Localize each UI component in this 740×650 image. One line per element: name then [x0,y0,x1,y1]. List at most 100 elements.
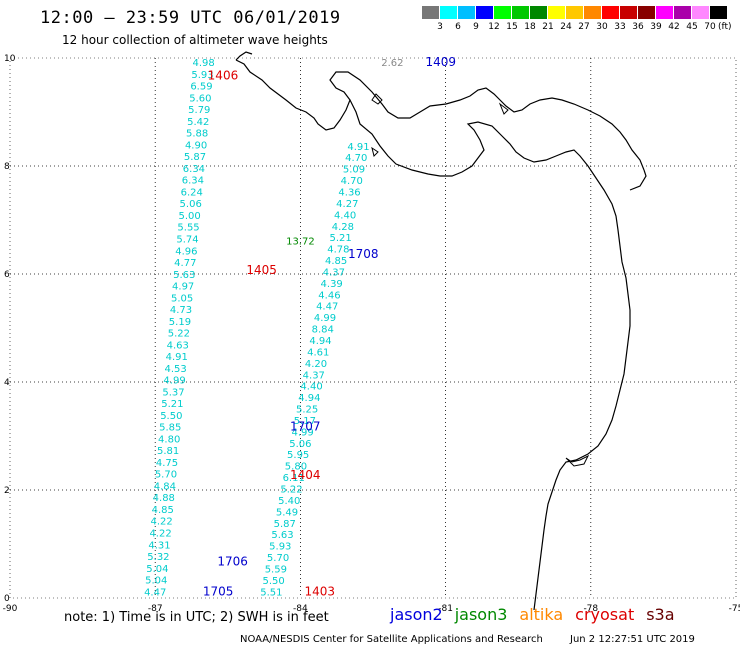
wave-height-value: 4.39 [321,279,343,290]
pass-time-label: 1405 [246,263,277,277]
page-title: 12:00 – 23:59 UTC 06/01/2019 [40,8,341,28]
colorbar-swatch [494,6,512,19]
wave-height-value: 4.70 [345,153,367,164]
wave-height-value: 4.20 [305,359,327,370]
colorbar-swatch [656,6,674,19]
colorbar-swatch [620,6,638,19]
wave-height-value: 5.32 [147,552,169,563]
coastline-path [235,51,253,61]
pass-time-label: 1403 [304,584,335,598]
colorbar-label: 39 [650,22,662,32]
wave-height-value: 4.99 [314,313,336,324]
wave-height-value: 5.55 [177,223,199,234]
wave-height-value: 6.11 [283,473,305,484]
colorbar-label: 24 [560,22,572,32]
legend-altika: altika [519,605,564,624]
lat-tick-label: 6 [4,270,10,280]
lat-tick-label: 8 [4,162,10,172]
wave-height-value: 4.22 [149,529,171,540]
wave-height-value: 5.79 [188,105,210,116]
lat-tick-label: 4 [4,378,10,388]
colorbar-label: 36 [632,22,644,32]
wave-height-value: 4.97 [172,282,194,293]
wave-height-value: 5.93 [269,542,291,553]
wave-height-value: 5.59 [265,564,287,575]
wave-height-value: 4.85 [152,505,174,516]
colorbar-label: 12 [488,22,500,32]
wave-height-value: 4.61 [307,347,329,358]
colorbar-label: 3 [437,22,443,32]
wave-height-value: 4.47 [144,587,166,598]
wave-height-value: 5.42 [187,117,209,128]
wave-height-value: 5.93 [191,70,213,81]
altimeter-tracks: 4.985.936.595.605.795.425.884.905.876.34… [144,55,456,598]
wave-height-value: 4.37 [323,267,345,278]
legend-cryosat: cryosat [575,605,635,624]
coastline-path [235,59,645,171]
lat-tick-label: 10 [4,54,16,64]
wave-height-value: 5.04 [146,564,168,575]
wave-height-value: 2.62 [381,58,403,69]
colorbar-swatch [674,6,692,19]
wave-height-value: 5.87 [274,519,296,530]
wave-height-value: 5.87 [184,152,206,163]
legend-jason3: jason3 [454,605,508,624]
wave-height-value: 4.94 [309,336,331,347]
wave-height-value: 5.60 [189,93,211,104]
wave-height-value: 5.17 [294,416,316,427]
wave-height-value: 4.46 [318,290,340,301]
wave-height-value: 5.80 [285,462,307,473]
wave-height-value: 5.22 [168,329,190,340]
colorbar-swatch [512,6,530,19]
mission-legend: jason2 jason3 altika cryosat s3a [390,605,675,624]
wave-height-value: 5.88 [186,129,208,140]
colorbar-unit: (ft) [718,22,732,32]
wave-height-value: 4.78 [327,245,349,256]
wave-height-value: 6.34 [182,176,204,187]
wave-height-value: 5.05 [171,293,193,304]
footer-credit: NOAA/NESDIS Center for Satellite Applica… [240,634,543,645]
colorbar-label: 45 [686,22,698,32]
colorbar-label: 33 [614,22,626,32]
wave-height-value: 5.63 [271,530,293,541]
colorbar-labels: 3 6 9 12 15 18 21 24 27 30 33 36 39 42 45 70 [431,22,719,32]
wave-height-value: 4.94 [298,393,320,404]
wave-height-value: 4.37 [303,370,325,381]
wave-height-value: 4.40 [300,382,322,393]
lon-tick-label: -75 [729,604,740,614]
legend-jason2: jason2 [390,605,443,624]
wave-height-value: 4.47 [316,302,338,313]
wave-height-value: 4.36 [338,187,360,198]
wave-height-value: 4.85 [325,256,347,267]
wave-height-value: 5.49 [276,507,298,518]
colorbar-swatch [566,6,584,19]
colorbar-swatch [458,6,476,19]
wave-height-value: 4.91 [166,352,188,363]
wave-height-value: 4.63 [167,340,189,351]
wave-height-value: 5.50 [160,411,182,422]
wave-height-value: 5.06 [289,439,311,450]
wave-height-value: 4.96 [175,246,197,257]
wave-height-value: 4.53 [165,364,187,375]
coastline-path [349,99,631,611]
wave-height-value: 5.19 [169,317,191,328]
wave-height-value: 4.31 [148,540,170,551]
wave-height-value: 4.70 [341,176,363,187]
wave-height-value: 6.24 [181,187,203,198]
colorbar-swatch [440,6,458,19]
wave-height-value: 4.84 [154,481,176,492]
wave-height-value: 5.00 [178,211,200,222]
lon-tick-label: -87 [148,604,163,614]
wave-height-value: 4.27 [336,199,358,210]
wave-height-value: 4.22 [151,517,173,528]
wave-height-value: 5.74 [176,235,198,246]
wave-height-value: 5.70 [267,553,289,564]
wave-height-value: 5.50 [262,576,284,587]
colorbar-label: 70 [704,22,716,32]
coastline-path [629,169,647,191]
pass-time-label: 1409 [425,55,456,69]
wave-height-value: 4.99 [163,376,185,387]
pass-time-label: 1707 [290,420,321,434]
colorbar-swatch [710,6,728,19]
